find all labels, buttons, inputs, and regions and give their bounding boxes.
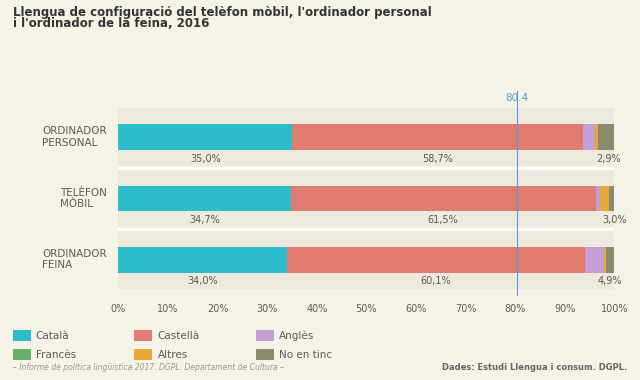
Text: No en tinc: No en tinc [279,350,332,359]
Text: 3,0%: 3,0% [603,215,627,225]
Text: Llengua de configuració del telèfon mòbil, l'ordinador personal: Llengua de configuració del telèfon mòbi… [13,6,431,19]
Text: 35,0%: 35,0% [190,154,221,164]
Text: 4,9%: 4,9% [597,276,622,286]
Bar [583,124,595,150]
Bar [604,247,607,272]
Bar [292,124,583,150]
Bar [595,124,598,150]
Bar [287,247,585,272]
Text: Dades: Estudi Llengua i consum. DGPL.: Dades: Estudi Llengua i consum. DGPL. [442,363,627,372]
Text: Castellà: Castellà [157,331,200,340]
Bar [291,185,596,211]
Text: 60,1%: 60,1% [420,276,451,286]
Bar [607,247,614,272]
Text: 2,9%: 2,9% [596,154,621,164]
Text: 58,7%: 58,7% [422,154,453,164]
Text: Anglès: Anglès [279,330,314,341]
Text: Altres: Altres [157,350,188,359]
Bar [596,185,600,211]
Bar [118,231,614,289]
Bar [118,124,292,150]
Text: 80.4: 80.4 [506,93,529,103]
Bar [118,185,291,211]
Text: Francès: Francès [36,350,76,359]
Bar [609,185,614,211]
Bar [585,247,604,272]
Text: i l'ordinador de la feina, 2016: i l'ordinador de la feina, 2016 [13,17,209,30]
Text: 61,5%: 61,5% [428,215,458,225]
Bar [598,124,614,150]
Bar [118,108,614,166]
Text: – Informe de política lingüística 2017. DGPL. Departament de Cultura –: – Informe de política lingüística 2017. … [13,363,284,372]
Text: Català: Català [36,331,70,340]
Text: 34,0%: 34,0% [188,276,218,286]
Bar [600,185,609,211]
Bar [118,247,287,272]
Text: 34,7%: 34,7% [189,215,220,225]
Bar [118,169,614,228]
